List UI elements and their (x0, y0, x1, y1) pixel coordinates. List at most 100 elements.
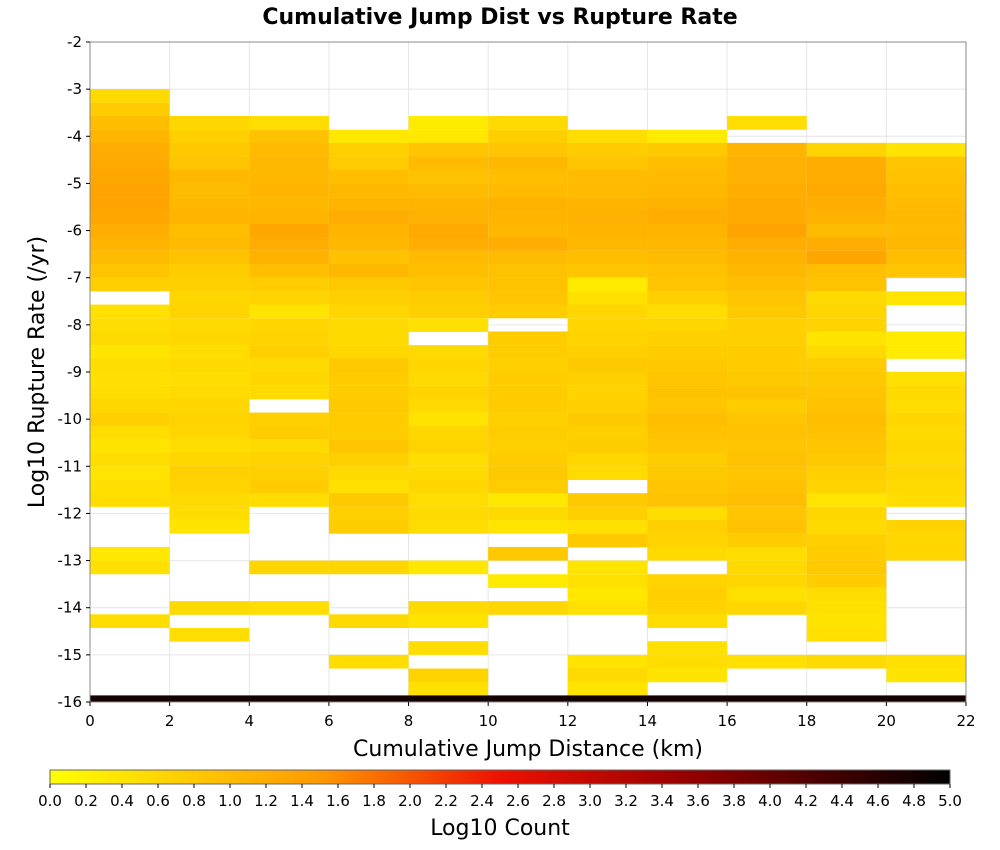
heatmap-cell (328, 291, 409, 306)
heatmap-cell (727, 533, 807, 548)
heatmap-cell (567, 250, 648, 265)
colorbar-tick-label: 2.8 (542, 792, 566, 810)
heatmap-cell (488, 250, 568, 265)
heatmap-cell (727, 197, 807, 211)
y-tick-label: -12 (58, 504, 83, 522)
heatmap-cell (408, 385, 489, 400)
heatmap-cell (408, 345, 489, 359)
heatmap-cell (408, 493, 489, 507)
heatmap-cell (249, 385, 329, 400)
heatmap-cell (249, 358, 329, 373)
heatmap-cell (886, 183, 966, 198)
colorbar-tick-label: 2.4 (470, 792, 494, 810)
x-tick-label: 20 (877, 712, 896, 730)
heatmap-cell (328, 318, 409, 332)
heatmap-cell (567, 398, 648, 413)
heatmap-cell (90, 358, 170, 373)
x-axis-ticks: 0 2 4 6 8 10 12 14 16 18 20 22 (85, 702, 976, 730)
heatmap-cell (727, 331, 807, 346)
heatmap-cell (647, 439, 728, 454)
heatmap-cell (647, 668, 728, 683)
heatmap-cell (567, 169, 648, 184)
heatmap-cell (727, 169, 807, 184)
heatmap-cell (90, 425, 170, 440)
heatmap-cell (727, 372, 807, 386)
y-tick-label: -2 (67, 33, 82, 51)
heatmap-cell (328, 412, 409, 427)
heatmap-cell (886, 264, 966, 278)
heatmap-cell (727, 223, 807, 238)
y-tick-label: -10 (58, 410, 83, 428)
heatmap-cell (727, 601, 807, 615)
heatmap-cell (647, 546, 728, 561)
heatmap-cell (408, 116, 489, 130)
heatmap-cell (727, 398, 807, 413)
heatmap-cell (886, 345, 966, 359)
y-axis-label: Log10 Rupture Rate (/yr) (25, 236, 50, 508)
heatmap-cell (647, 210, 728, 224)
heatmap-cell (567, 318, 648, 332)
heatmap-cell (328, 466, 409, 480)
heatmap-cell (90, 129, 170, 144)
heatmap-cell (567, 223, 648, 238)
heatmap-cell (647, 641, 728, 655)
heatmap-cell (886, 291, 966, 306)
heatmap-cell (249, 250, 329, 265)
heatmap-cell (647, 452, 728, 467)
heatmap-cell (886, 533, 966, 548)
heatmap-cell (567, 466, 648, 480)
heatmap-cell (249, 318, 329, 332)
heatmap-cell (886, 156, 966, 171)
colorbar-tick-label: 0.4 (110, 792, 134, 810)
heatmap-cell (886, 520, 966, 534)
heatmap-cell (727, 560, 807, 575)
heatmap-cell (567, 520, 648, 534)
heatmap-cell (249, 372, 329, 386)
heatmap-cell (408, 250, 489, 265)
heatmap-cell (727, 479, 807, 494)
heatmap-cell (90, 142, 170, 157)
heatmap-cell (408, 156, 489, 171)
heatmap-cell (806, 533, 887, 548)
heatmap-cell (249, 331, 329, 346)
heatmap-cell (647, 506, 728, 521)
heatmap-cell (886, 546, 966, 561)
heatmap-cell (886, 466, 966, 480)
colorbar-tick-label: 3.6 (686, 792, 710, 810)
heatmap-cell (567, 493, 648, 507)
heatmap-cell (90, 439, 170, 454)
heatmap-cell (806, 318, 887, 332)
heatmap-cell (567, 574, 648, 588)
heatmap-cell (647, 264, 728, 278)
heatmap-cell (328, 452, 409, 467)
heatmap-cell (169, 277, 250, 292)
heatmap-cell (886, 654, 966, 669)
heatmap-cell (408, 223, 489, 238)
heatmap-cell (806, 466, 887, 480)
heatmap-cell (886, 668, 966, 683)
colorbar-tick-label: 4.6 (866, 792, 890, 810)
heatmap-cell (806, 142, 887, 157)
heatmap-cell (328, 264, 409, 278)
heatmap-cell (647, 318, 728, 332)
heatmap-cell (806, 237, 887, 251)
heatmap-cell (806, 601, 887, 615)
heatmap-cell (90, 398, 170, 413)
heatmap-cell (647, 142, 728, 157)
heatmap-cell (647, 304, 728, 319)
heatmap-cell (806, 372, 887, 386)
heatmap-cell (647, 466, 728, 480)
chart-title: Cumulative Jump Dist vs Rupture Rate (262, 5, 737, 30)
heatmap-cell (727, 277, 807, 292)
heatmap-cell (647, 601, 728, 615)
heatmap-cell (488, 479, 568, 494)
x-tick-label: 14 (638, 712, 657, 730)
colorbar-tick-label: 0.2 (74, 792, 98, 810)
heatmap-cell (488, 197, 568, 211)
heatmap-cell (647, 345, 728, 359)
heatmap-cell (727, 358, 807, 373)
heatmap-cell (328, 654, 409, 669)
heatmap-cell (169, 358, 250, 373)
heatmap-cell (249, 142, 329, 157)
x-tick-label: 22 (956, 712, 975, 730)
